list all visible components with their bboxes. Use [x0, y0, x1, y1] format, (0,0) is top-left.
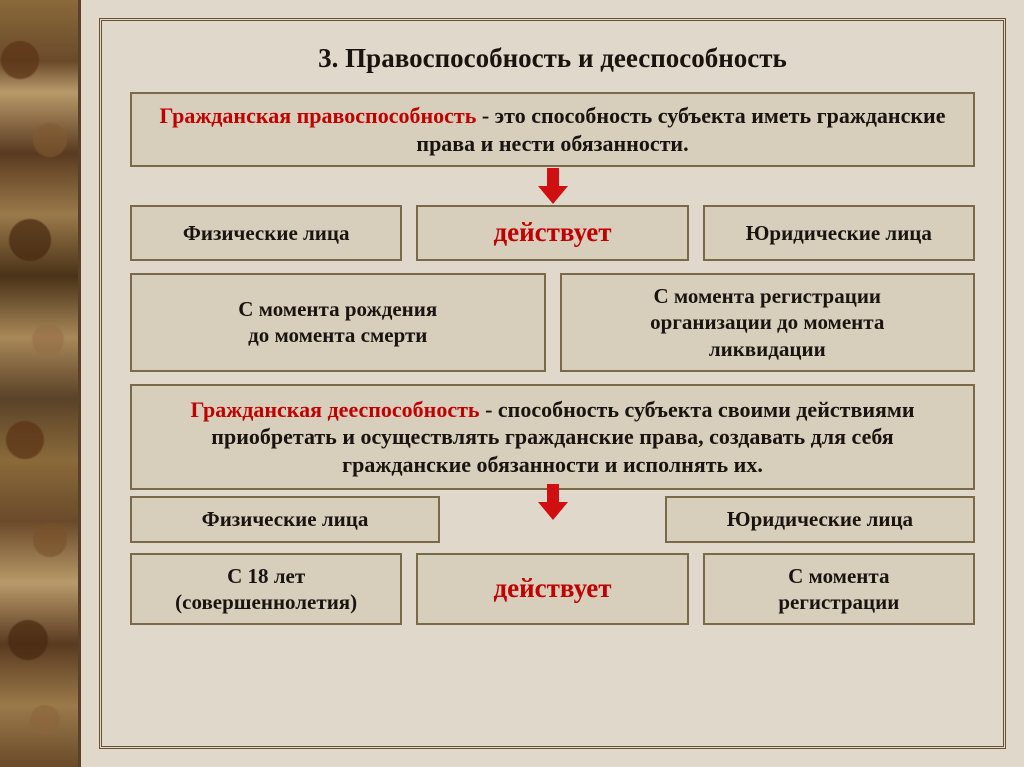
term-legal-capacity: Гражданская правоспособность: [160, 103, 477, 128]
box-legal-timing-1: С момента регистрации организации до мом…: [560, 273, 976, 372]
line: С 18 лет: [227, 563, 305, 589]
line: С момента рождения: [238, 296, 437, 322]
arrow-2-container: [454, 496, 651, 542]
line: С момента: [788, 563, 889, 589]
line: до момента смерти: [248, 322, 427, 348]
definition-legal-competence: Гражданская дееспособность - способность…: [130, 384, 975, 491]
box-acts-1: действует: [416, 205, 688, 261]
line: ликвидации: [709, 336, 826, 362]
main-frame: 3. Правоспособность и дееспособность Гра…: [78, 0, 1024, 767]
box-individual-timing-1: С момента рождения до момента смерти: [130, 273, 546, 372]
line: регистрации: [778, 589, 899, 615]
row-entities-2: Физические лица Юридические лица: [130, 496, 975, 542]
row-timing-1: С момента рождения до момента смерти С м…: [130, 273, 975, 372]
box-individuals-1: Физические лица: [130, 205, 402, 261]
box-individual-timing-2: С 18 лет (совершеннолетия): [130, 553, 402, 626]
row-entities-1: Физические лица действует Юридические ли…: [130, 205, 975, 261]
line: С момента регистрации: [653, 283, 881, 309]
box-legal-entities-1: Юридические лица: [703, 205, 975, 261]
decorative-leaf-strip: [0, 0, 78, 767]
box-legal-entities-2: Юридические лица: [665, 496, 975, 542]
definition-legal-capacity: Гражданская правоспособность - это спосо…: [130, 92, 975, 167]
inner-frame: 3. Правоспособность и дееспособность Гра…: [99, 18, 1006, 749]
line: (совершеннолетия): [175, 589, 357, 615]
line: организации до момента: [650, 309, 884, 335]
term-legal-competence: Гражданская дееспособность: [190, 397, 479, 422]
page-title: 3. Правоспособность и дееспособность: [130, 43, 975, 74]
row-timing-2: С 18 лет (совершеннолетия) действует С м…: [130, 553, 975, 626]
def1-rest: - это способность субъекта иметь граждан…: [416, 103, 945, 156]
arrow-1: [130, 167, 975, 205]
box-legal-timing-2: С момента регистрации: [703, 553, 975, 626]
box-acts-2: действует: [416, 553, 688, 626]
box-individuals-2: Физические лица: [130, 496, 440, 542]
